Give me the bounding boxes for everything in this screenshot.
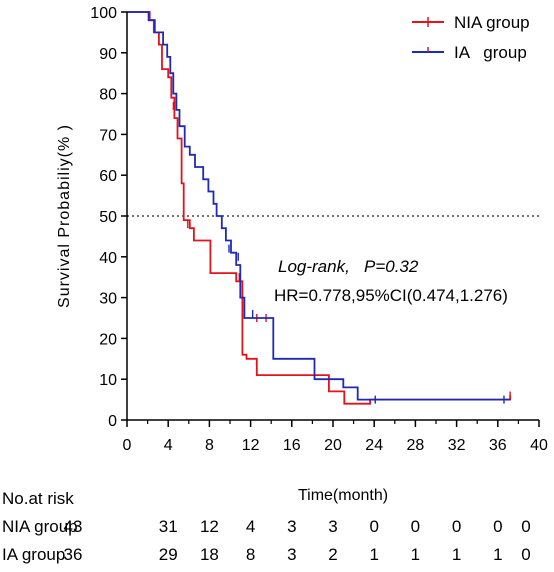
legend: NIA group IA group [412,13,530,62]
y-tick-label-0: 0 [108,413,117,430]
risk-count-1-10: 0 [521,545,530,564]
y-tick-label-3: 30 [99,291,117,308]
x-tick-label-3: 12 [242,437,260,454]
x-tick-label-6: 24 [365,437,383,454]
risk-count-1-0: 36 [64,545,83,564]
y-tick-label-8: 80 [99,87,117,104]
risk-row-label-1: IA group [2,545,65,564]
risk-count-1-3: 8 [246,545,255,564]
legend-label-nia: NIA group [454,13,530,32]
risk-count-1-1: 29 [159,545,178,564]
axes-layer: 0 10 20 30 40 50 60 70 80 90 100 0 4 8 12 16 20 24 28 32 36 4… [90,5,548,454]
logrank-annotation: Log-rank, P=0.32 [278,257,419,276]
risk-count-1-7: 1 [411,545,420,564]
risk-count-1-5: 2 [328,545,337,564]
x-tick-label-1: 4 [164,437,173,454]
risk-count-0-3: 4 [246,517,255,536]
x-axis-label: Time(month) [298,487,388,504]
y-tick-label-5: 50 [99,209,117,226]
risk-count-0-0: 43 [64,517,83,536]
x-tick-label-8: 32 [448,437,466,454]
risk-count-1-6: 1 [369,545,378,564]
y-tick-label-7: 70 [99,127,117,144]
x-tick-label-0: 0 [123,437,132,454]
survival-curves-layer [127,11,512,405]
series-line-0 [127,11,512,405]
y-tick-label-6: 60 [99,168,117,185]
legend-item-ia: IA group [412,43,527,62]
risk-count-1-8: 1 [452,545,461,564]
risk-count-1-9: 1 [493,545,502,564]
y-tick-label-1: 10 [99,372,117,389]
risk-count-1-2: 18 [200,545,219,564]
risk-row-label-0: NIA group [2,517,78,536]
hazard-ratio-annotation: HR=0.778,95%CI(0.474,1.276) [274,286,508,305]
x-tick-label-9: 36 [489,437,507,454]
series-line-1 [127,11,511,401]
x-tick-label-7: 28 [407,437,425,454]
risk-count-0-2: 12 [200,517,219,536]
x-tick-label-5: 20 [324,437,342,454]
risk-count-0-1: 31 [159,517,178,536]
y-tick-label-9: 90 [99,46,117,63]
legend-label-ia: IA group [454,43,527,62]
y-tick-label-10: 100 [90,5,117,22]
x-tick-label-2: 8 [205,437,214,454]
risk-count-0-6: 0 [369,517,378,536]
risk-count-1-4: 3 [287,545,296,564]
risk-count-0-5: 3 [328,517,337,536]
risk-count-0-9: 0 [493,517,502,536]
y-axis-label: Survival Probabiliy(% ) [56,124,73,308]
x-tick-label-4: 16 [283,437,301,454]
risk-count-0-8: 0 [452,517,461,536]
risk-count-0-7: 0 [411,517,420,536]
risk-count-0-10: 0 [521,517,530,536]
y-tick-label-4: 40 [99,250,117,267]
risk-count-0-4: 3 [287,517,296,536]
risk-table-title: No.at risk [2,489,74,508]
legend-item-nia: NIA group [412,13,530,32]
y-tick-label-2: 20 [99,331,117,348]
x-tick-label-10: 40 [530,437,548,454]
